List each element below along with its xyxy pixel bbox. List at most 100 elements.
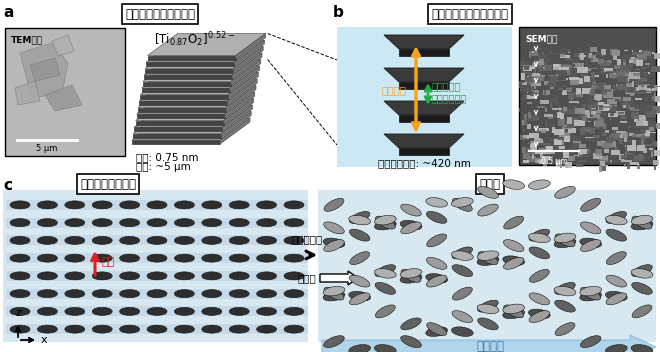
Ellipse shape [10, 205, 30, 209]
Bar [569, 145, 574, 146]
Ellipse shape [10, 219, 30, 227]
Bar [523, 160, 534, 162]
Bar [645, 73, 651, 74]
Ellipse shape [92, 294, 112, 298]
Text: 厚さ: 0.75 nm: 厚さ: 0.75 nm [136, 152, 199, 162]
Ellipse shape [38, 290, 57, 298]
Bar [585, 129, 589, 131]
Polygon shape [137, 92, 255, 114]
Ellipse shape [503, 256, 525, 265]
Bar [629, 131, 638, 133]
Ellipse shape [119, 222, 140, 227]
Bar [564, 107, 567, 111]
Ellipse shape [119, 294, 140, 298]
Bar [571, 93, 572, 100]
Bar [647, 65, 649, 68]
Bar [554, 139, 562, 145]
Bar [3, 190, 308, 342]
Ellipse shape [65, 276, 84, 280]
Bar [561, 132, 568, 133]
Ellipse shape [10, 237, 30, 244]
Bar [588, 128, 595, 134]
Bar [638, 85, 647, 90]
Bar [581, 111, 590, 117]
Bar [558, 119, 565, 121]
Bar [605, 85, 611, 89]
Bar [524, 94, 527, 99]
Bar [570, 134, 574, 141]
Ellipse shape [92, 201, 112, 209]
Ellipse shape [323, 291, 345, 301]
Bar [532, 154, 535, 159]
Bar [620, 155, 628, 159]
Bar [559, 133, 570, 139]
Bar [531, 143, 537, 146]
Bar [600, 67, 609, 70]
Bar [540, 76, 544, 81]
Bar [643, 144, 653, 146]
Bar [648, 126, 654, 131]
Polygon shape [147, 40, 265, 62]
Bar [537, 106, 545, 108]
Ellipse shape [65, 205, 84, 209]
Bar [531, 76, 541, 78]
Bar [602, 89, 607, 95]
Bar [622, 60, 626, 65]
Ellipse shape [202, 294, 222, 298]
Bar [581, 104, 585, 107]
Text: 単ードメイン構造: 単ードメイン構造 [80, 177, 136, 190]
Polygon shape [224, 99, 253, 125]
Bar [635, 79, 638, 85]
Bar [545, 147, 546, 149]
Bar [579, 153, 582, 155]
Bar [532, 73, 541, 78]
Ellipse shape [632, 216, 652, 229]
Bar [562, 125, 567, 127]
Bar [641, 67, 646, 69]
Bar [583, 150, 591, 153]
Bar [640, 109, 647, 111]
Bar [6, 307, 308, 316]
Bar [578, 52, 589, 54]
Ellipse shape [401, 204, 421, 216]
Bar [530, 143, 537, 147]
Bar [601, 49, 607, 55]
Ellipse shape [229, 201, 249, 209]
Ellipse shape [202, 222, 222, 227]
Bar [570, 70, 577, 76]
Polygon shape [141, 73, 259, 94]
Bar [596, 113, 605, 114]
Ellipse shape [605, 215, 627, 225]
Ellipse shape [284, 222, 304, 227]
Polygon shape [137, 114, 225, 118]
Ellipse shape [284, 329, 304, 333]
Bar [654, 86, 660, 87]
Ellipse shape [202, 312, 222, 315]
Ellipse shape [202, 258, 222, 262]
Bar [632, 58, 639, 64]
Bar [642, 135, 645, 140]
Text: イオン: イオン [297, 273, 316, 283]
Ellipse shape [284, 240, 304, 244]
Ellipse shape [10, 294, 30, 298]
Bar [605, 130, 609, 133]
Text: b: b [333, 5, 344, 20]
Polygon shape [30, 58, 60, 81]
Bar [599, 104, 603, 110]
Bar [609, 160, 618, 162]
Polygon shape [144, 53, 262, 75]
Bar [596, 156, 599, 158]
Ellipse shape [323, 286, 345, 296]
Ellipse shape [427, 323, 447, 335]
Bar [539, 128, 549, 131]
Polygon shape [135, 120, 224, 125]
Bar [537, 141, 544, 143]
Bar [556, 162, 560, 167]
FancyArrow shape [320, 271, 358, 285]
Bar [588, 55, 596, 58]
Ellipse shape [38, 325, 57, 333]
Ellipse shape [257, 325, 277, 333]
Ellipse shape [174, 307, 195, 315]
Bar [567, 66, 570, 68]
Bar [655, 150, 660, 156]
